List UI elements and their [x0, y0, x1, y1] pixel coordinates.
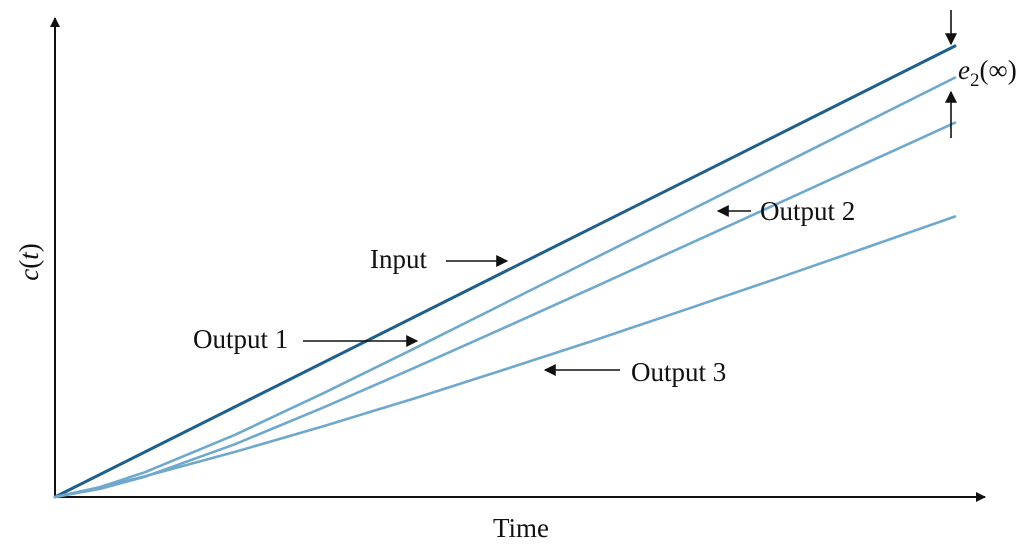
steady-state-error-label: e2(∞)	[958, 55, 1017, 91]
series-line-output-1	[53, 76, 957, 499]
annotation-input-label: Input	[370, 244, 427, 274]
steady-state-error-marker: e2(∞)	[945, 10, 1017, 138]
y-axis-label: c(t)	[14, 243, 44, 281]
series-layer	[53, 44, 957, 499]
annotation-output-3: Output 3	[543, 357, 726, 387]
y-axis-label-open: (	[14, 260, 44, 269]
x-axis-label: Time	[493, 513, 549, 543]
y-axis-label-fn: c	[14, 269, 44, 281]
annotation-output-2: Output 2	[716, 196, 855, 226]
annotation-output-1-label: Output 1	[193, 324, 288, 354]
series-line-output-3	[53, 215, 957, 499]
annotation-output-1: Output 1	[193, 324, 419, 354]
error-label-arg: (∞)	[979, 55, 1016, 85]
annotation-input: Input	[370, 244, 509, 274]
series-line-input	[53, 44, 957, 499]
series-line-output-2	[53, 121, 957, 499]
error-label-base: e	[958, 55, 970, 85]
error-label-sub: 2	[970, 70, 980, 91]
annotation-output-2-label: Output 2	[760, 196, 855, 226]
annotation-output-3-label: Output 3	[631, 357, 726, 387]
y-axis-label-close: )	[14, 243, 44, 252]
y-axis-label-var: t	[14, 251, 44, 260]
